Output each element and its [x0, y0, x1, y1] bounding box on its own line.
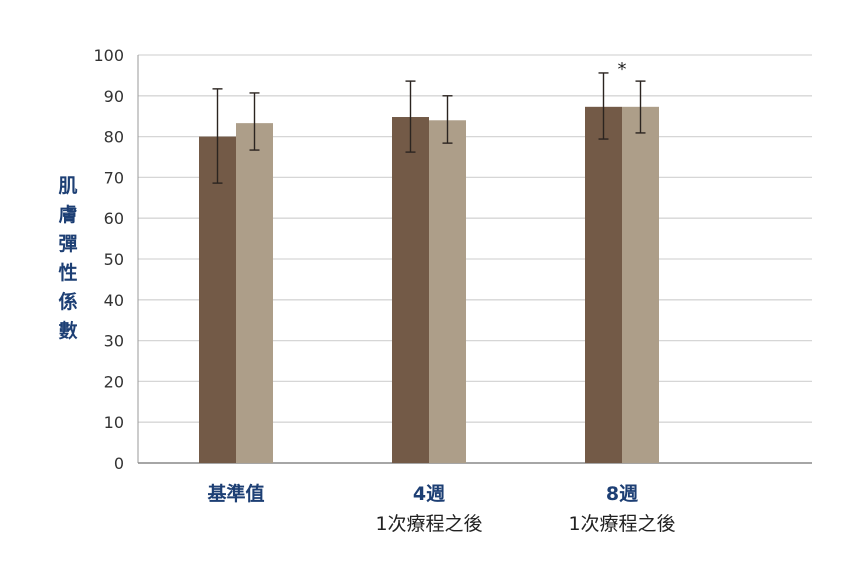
x-tick-label: 4週 — [413, 483, 445, 505]
y-tick-label: 30 — [104, 332, 124, 351]
y-tick-label: 100 — [93, 46, 124, 65]
bar — [429, 120, 466, 463]
y-tick-label: 0 — [114, 454, 124, 473]
y-axis-label: 肌膚彈性係數 — [58, 175, 77, 342]
x-tick-label: 基準值 — [206, 482, 264, 505]
y-tick-label: 60 — [104, 209, 124, 228]
bar — [199, 136, 236, 463]
bar — [622, 106, 659, 463]
bar — [392, 117, 429, 464]
y-tick-label: 70 — [104, 168, 124, 187]
y-tick-label: 80 — [104, 128, 124, 147]
x-tick-sublabel: 1次療程之後 — [375, 513, 482, 535]
y-tick-label: 50 — [104, 250, 124, 269]
y-tick-label: 90 — [104, 87, 124, 106]
bar — [236, 123, 273, 464]
x-tick-sublabel: 1次療程之後 — [568, 513, 675, 535]
significance-marker: * — [618, 59, 627, 80]
x-tick-label: 8週 — [606, 483, 638, 505]
y-tick-label: 10 — [104, 413, 124, 432]
y-tick-label: 40 — [104, 291, 124, 310]
bar — [585, 106, 622, 463]
y-tick-label: 20 — [104, 372, 124, 391]
